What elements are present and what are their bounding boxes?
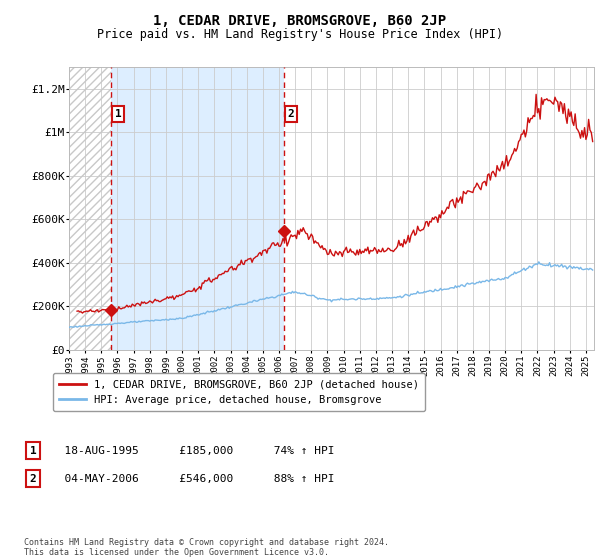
Text: 1: 1	[29, 446, 37, 456]
Bar	[69, 67, 112, 350]
Text: Contains HM Land Registry data © Crown copyright and database right 2024.
This d: Contains HM Land Registry data © Crown c…	[24, 538, 389, 557]
Text: 1: 1	[115, 109, 121, 119]
Text: 2: 2	[287, 109, 295, 119]
Text: 2: 2	[29, 474, 37, 484]
Text: 18-AUG-1995      £185,000      74% ↑ HPI: 18-AUG-1995 £185,000 74% ↑ HPI	[51, 446, 335, 456]
Bar	[112, 67, 284, 350]
Text: 04-MAY-2006      £546,000      88% ↑ HPI: 04-MAY-2006 £546,000 88% ↑ HPI	[51, 474, 335, 484]
Text: Price paid vs. HM Land Registry's House Price Index (HPI): Price paid vs. HM Land Registry's House …	[97, 28, 503, 41]
Text: 1, CEDAR DRIVE, BROMSGROVE, B60 2JP: 1, CEDAR DRIVE, BROMSGROVE, B60 2JP	[154, 14, 446, 28]
Bar	[69, 67, 112, 350]
Legend: 1, CEDAR DRIVE, BROMSGROVE, B60 2JP (detached house), HPI: Average price, detach: 1, CEDAR DRIVE, BROMSGROVE, B60 2JP (det…	[53, 373, 425, 411]
